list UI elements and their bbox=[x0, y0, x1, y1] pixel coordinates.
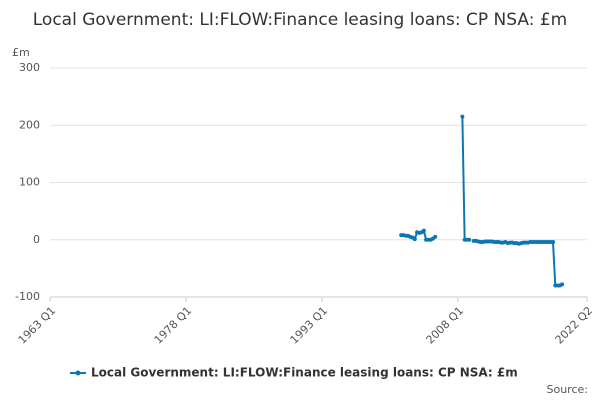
y-tick-label: 300 bbox=[19, 61, 40, 74]
data-point bbox=[421, 228, 426, 233]
x-tick-label: 2008 Q1 bbox=[424, 304, 467, 347]
data-point bbox=[551, 240, 556, 245]
x-tick-label: 1978 Q1 bbox=[152, 304, 195, 347]
y-tick-label: 200 bbox=[19, 118, 40, 131]
source: Source: bbox=[547, 383, 589, 396]
y-axis-unit: £m bbox=[12, 46, 30, 59]
y-tick-label: -100 bbox=[15, 290, 40, 303]
series-line bbox=[473, 239, 563, 287]
data-point bbox=[433, 234, 438, 239]
legend-label: Local Government: LI:FLOW:Finance leasin… bbox=[91, 366, 518, 380]
series-line bbox=[461, 116, 470, 241]
y-tick-label: 0 bbox=[33, 233, 40, 246]
data-point bbox=[467, 237, 472, 242]
x-tick-label: 1963 Q1 bbox=[16, 304, 59, 347]
y-tick-label: 100 bbox=[19, 176, 40, 189]
x-tick-label: 1993 Q1 bbox=[288, 304, 331, 347]
data-point bbox=[412, 237, 417, 242]
data-point bbox=[460, 114, 465, 119]
chart-title: Local Government: LI:FLOW:Finance leasin… bbox=[33, 10, 567, 30]
x-tick-label: 2022 Q2 bbox=[553, 304, 596, 347]
data-point bbox=[560, 282, 565, 287]
legend-marker bbox=[75, 370, 81, 376]
